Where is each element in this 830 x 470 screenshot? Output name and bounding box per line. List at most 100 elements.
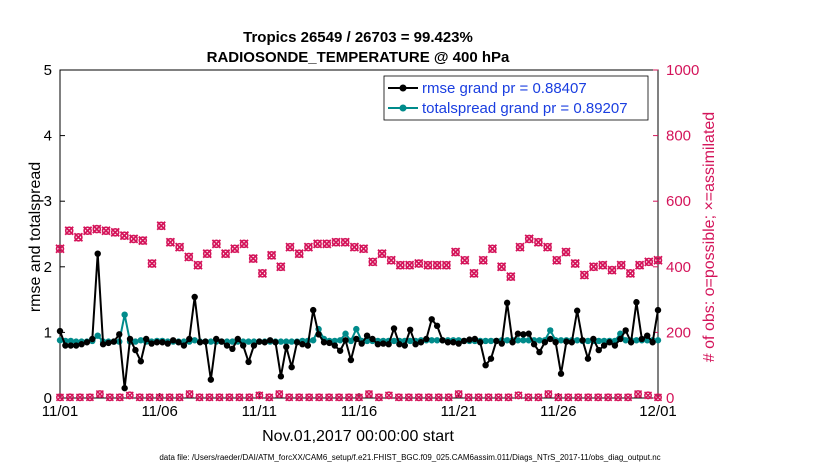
rmse-point: [62, 342, 69, 349]
rmse-point: [498, 340, 505, 347]
obs-possible-point: [230, 244, 240, 254]
rmse-point: [423, 335, 430, 343]
totalspread-point: [390, 337, 398, 345]
obs-bottom-stroke: [484, 393, 493, 402]
obs-assimilated-point: [404, 260, 415, 270]
obs-possible-point: [377, 249, 387, 258]
obs-bottom-stroke: [265, 393, 274, 402]
obs-assimilated-point: [423, 260, 433, 270]
rmse-point: [590, 335, 597, 343]
obs-assimilated-point: [340, 237, 350, 247]
totalspread-point: [503, 337, 511, 344]
left-tick-label: 4: [44, 128, 52, 145]
totalspread-point: [121, 311, 128, 318]
obs-assimilated-point: [414, 258, 424, 269]
obs-bottom-mark: [65, 393, 74, 402]
totalspread-point: [132, 338, 139, 345]
obs-assimilated-point: [358, 244, 369, 254]
rmse-point: [283, 343, 290, 351]
obs-assimilated-point: [156, 221, 166, 231]
obs-possible-point: [534, 237, 543, 247]
obs-assimilated-stroke: [239, 239, 249, 249]
right-tick-label: 1000: [666, 62, 699, 79]
obs-assimilated-stroke: [101, 226, 111, 236]
obs-bottom-stroke: [653, 393, 663, 402]
obs-assimilated-stroke: [64, 226, 74, 236]
totalspread-point: [536, 337, 543, 344]
obs-possible-point: [396, 260, 405, 270]
obs-bottom-mark: [75, 393, 84, 402]
obs-assimilated-point: [533, 237, 544, 247]
obs-bottom-stroke: [225, 393, 234, 402]
obs-bottom-mark: [494, 393, 503, 402]
obs-possible-point: [580, 270, 589, 280]
obs-possible-point: [515, 242, 525, 252]
rmse-point: [56, 327, 64, 335]
obs-bottom-mark: [394, 393, 403, 402]
obs-bottom-mark: [215, 393, 224, 402]
rmse-point: [310, 306, 317, 314]
obs-bottom-mark: [434, 393, 443, 402]
obs-bottom-mark: [484, 393, 493, 402]
obs-bottom-stroke: [624, 393, 633, 402]
obs-assimilated-stroke: [266, 250, 277, 260]
obs-assimilated-stroke: [607, 265, 617, 275]
obs-possible-point: [248, 254, 258, 263]
rmse-point: [649, 339, 656, 346]
rmse-point: [466, 336, 473, 343]
obs-bottom-stroke: [215, 393, 224, 402]
obs-assimilated-stroke: [423, 260, 433, 270]
obs-assimilated-stroke: [276, 262, 286, 272]
obs-assimilated-point: [128, 234, 139, 244]
obs-assimilated-point: [322, 239, 332, 249]
legend: rmse grand pr = 0.88407 totalspread gran…: [383, 75, 649, 121]
obs-possible-point: [184, 252, 194, 262]
obs-assimilated-stroke: [386, 255, 396, 265]
totalspread-point: [514, 337, 522, 344]
obs-bottom-mark: [325, 393, 334, 402]
obs-assimilated-point: [174, 242, 185, 252]
rmse-point: [460, 337, 468, 345]
obs-bottom-stroke: [594, 393, 603, 402]
obs-assimilated-stroke: [496, 262, 507, 272]
obs-assimilated-stroke: [55, 244, 65, 254]
obs-assimilated-stroke: [312, 239, 323, 249]
totalspread-point: [622, 337, 629, 344]
obs-bottom-stroke: [135, 393, 144, 402]
obs-assimilated-point: [193, 260, 203, 270]
obs-assimilated-stroke: [598, 260, 608, 270]
rmse-point: [266, 337, 274, 344]
totalspread-point: [600, 337, 608, 345]
rmse-point: [94, 250, 101, 257]
obs-bottom-stroke: [125, 391, 134, 400]
obs-assimilated-point: [138, 235, 148, 246]
rmse-point: [536, 348, 543, 356]
rmse-point: [180, 342, 188, 349]
obs-possible-point: [653, 255, 663, 265]
obs-bottom-circle: [275, 390, 284, 399]
rmse-point: [611, 342, 619, 349]
obs-bottom-stroke: [285, 393, 294, 402]
obs-assimilated-stroke: [441, 260, 452, 270]
obs-possible-point: [267, 251, 276, 260]
obs-possible-point: [138, 236, 148, 245]
obs-assimilated-point: [616, 260, 626, 270]
x-tick-label: 11/01: [42, 403, 78, 420]
obs-assimilated-point: [432, 260, 442, 270]
obs-bottom-stroke: [115, 393, 124, 402]
obs-possible-point: [156, 221, 166, 231]
obs-assimilated-stroke: [285, 242, 295, 252]
obs-assimilated-stroke: [322, 239, 332, 249]
obs-bottom-stroke: [345, 393, 354, 402]
obs-assimilated-point: [368, 257, 378, 267]
obs-bottom-circle: [614, 393, 623, 402]
right-tick-label: 0: [666, 390, 674, 407]
obs-bottom-mark: [354, 393, 364, 402]
obs-bottom-mark: [504, 393, 513, 402]
obs-bottom-mark: [255, 391, 264, 400]
rmse-point: [385, 341, 392, 348]
rmse-point: [358, 340, 365, 347]
obs-bottom-stroke: [464, 393, 473, 402]
totalspread-point: [520, 337, 527, 344]
obs-bottom-circle: [524, 393, 533, 402]
